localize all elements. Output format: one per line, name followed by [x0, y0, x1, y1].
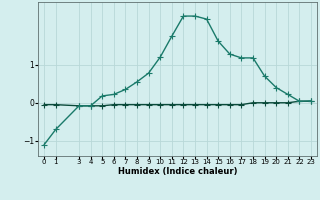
X-axis label: Humidex (Indice chaleur): Humidex (Indice chaleur): [118, 167, 237, 176]
